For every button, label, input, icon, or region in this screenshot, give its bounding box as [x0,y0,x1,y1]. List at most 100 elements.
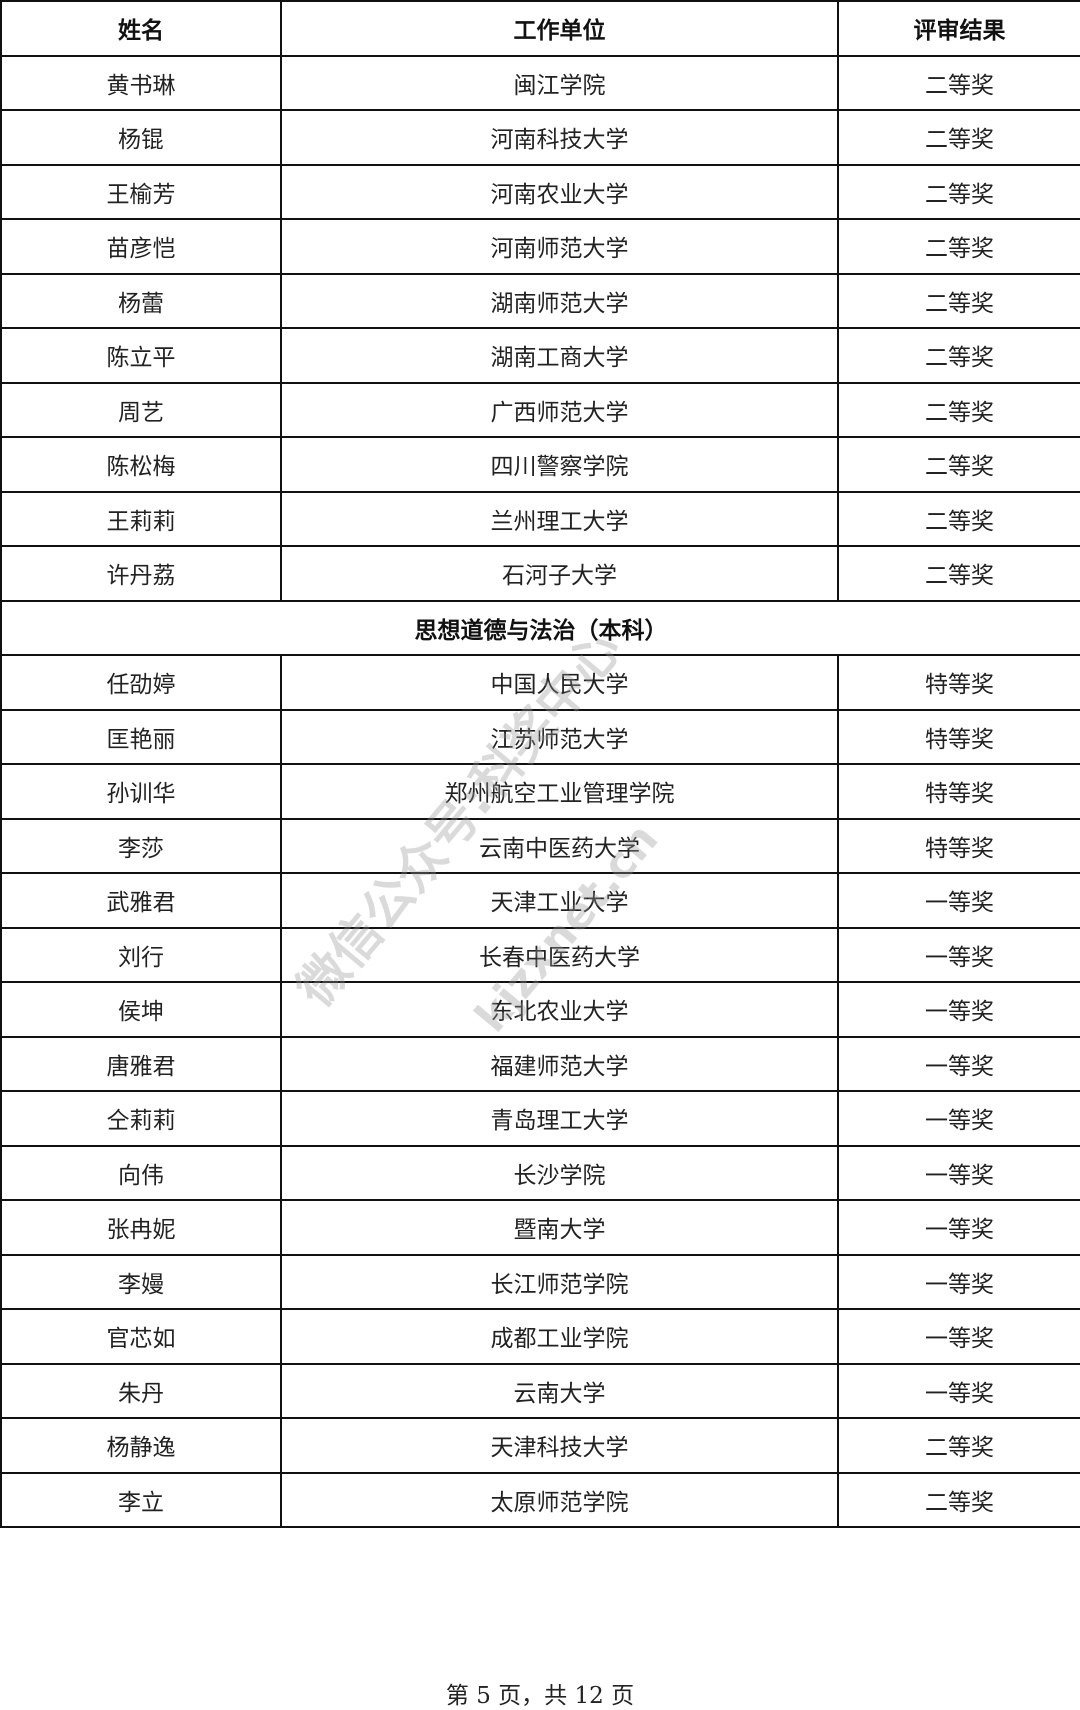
cell-name: 苗彦恺 [0,218,282,275]
cell-name: 李立 [0,1471,282,1528]
cell-unit: 天津科技大学 [280,1417,839,1474]
table-row: 朱丹 云南大学 一等奖 [0,1362,1080,1419]
cell-name: 匡艳丽 [0,708,282,765]
cell-unit: 广西师范大学 [280,381,839,438]
cell-unit: 湖南工商大学 [280,327,839,384]
cell-name: 唐雅君 [0,1035,282,1092]
cell-unit: 福建师范大学 [280,1035,839,1092]
table-row: 李嫚 长江师范学院 一等奖 [0,1253,1080,1310]
cell-unit: 东北农业大学 [280,981,839,1038]
cell-unit: 长沙学院 [280,1144,839,1201]
table-row: 张冉妮 暨南大学 一等奖 [0,1199,1080,1256]
table-row: 杨锟 河南科技大学 二等奖 [0,109,1080,166]
cell-name: 任劭婷 [0,654,282,711]
table-row: 武雅君 天津工业大学 一等奖 [0,872,1080,929]
table-row: 任劭婷 中国人民大学 特等奖 [0,654,1080,711]
cell-unit: 湖南师范大学 [280,272,839,329]
cell-unit: 暨南大学 [280,1199,839,1256]
cell-result: 二等奖 [837,1471,1080,1528]
table-row: 杨蕾 湖南师范大学 二等奖 [0,272,1080,329]
cell-result: 一等奖 [837,926,1080,983]
cell-name: 仝莉莉 [0,1090,282,1147]
cell-name: 王榆芳 [0,163,282,220]
cell-unit: 长春中医药大学 [280,926,839,983]
table-row: 向伟 长沙学院 一等奖 [0,1144,1080,1201]
page-number: 第 5 页，共 12 页 [445,1683,635,1709]
table-row: 刘行 长春中医药大学 一等奖 [0,926,1080,983]
cell-unit: 太原师范学院 [280,1471,839,1528]
table-row: 王榆芳 河南农业大学 二等奖 [0,163,1080,220]
table-row: 仝莉莉 青岛理工大学 一等奖 [0,1090,1080,1147]
cell-result: 一等奖 [837,1199,1080,1256]
cell-name: 王莉莉 [0,490,282,547]
table-row: 陈立平 湖南工商大学 二等奖 [0,327,1080,384]
cell-name: 张冉妮 [0,1199,282,1256]
section-row: 思想道德与法治（本科） [0,599,1080,656]
cell-result: 二等奖 [837,109,1080,166]
cell-unit: 中国人民大学 [280,654,839,711]
cell-result: 二等奖 [837,490,1080,547]
cell-unit: 云南大学 [280,1362,839,1419]
cell-unit: 河南农业大学 [280,163,839,220]
cell-result: 特等奖 [837,654,1080,711]
cell-result: 二等奖 [837,272,1080,329]
cell-result: 二等奖 [837,381,1080,438]
cell-result: 特等奖 [837,763,1080,820]
table-row: 侯坤 东北农业大学 一等奖 [0,981,1080,1038]
section-title: 思想道德与法治（本科） [0,599,1080,656]
cell-unit: 青岛理工大学 [280,1090,839,1147]
cell-name: 杨锟 [0,109,282,166]
cell-result: 一等奖 [837,1253,1080,1310]
cell-unit: 石河子大学 [280,545,839,602]
cell-name: 李嫚 [0,1253,282,1310]
header-unit: 工作单位 [280,0,839,57]
table-row: 周艺 广西师范大学 二等奖 [0,381,1080,438]
header-result: 评审结果 [837,0,1080,57]
cell-result: 二等奖 [837,436,1080,493]
cell-result: 二等奖 [837,327,1080,384]
cell-name: 陈松梅 [0,436,282,493]
cell-name: 杨静逸 [0,1417,282,1474]
cell-unit: 江苏师范大学 [280,708,839,765]
cell-name: 周艺 [0,381,282,438]
cell-result: 特等奖 [837,817,1080,874]
table-row: 孙训华 郑州航空工业管理学院 特等奖 [0,763,1080,820]
cell-result: 一等奖 [837,981,1080,1038]
header-name: 姓名 [0,0,282,57]
cell-name: 侯坤 [0,981,282,1038]
table-row: 许丹荔 石河子大学 二等奖 [0,545,1080,602]
table-row: 黄书琳 闽江学院 二等奖 [0,54,1080,111]
cell-name: 许丹荔 [0,545,282,602]
table-row: 匡艳丽 江苏师范大学 特等奖 [0,708,1080,765]
cell-name: 官芯如 [0,1308,282,1365]
cell-name: 李莎 [0,817,282,874]
table-row: 王莉莉 兰州理工大学 二等奖 [0,490,1080,547]
table-row: 陈松梅 四川警察学院 二等奖 [0,436,1080,493]
cell-name: 黄书琳 [0,54,282,111]
cell-unit: 长江师范学院 [280,1253,839,1310]
cell-result: 一等奖 [837,872,1080,929]
cell-unit: 河南师范大学 [280,218,839,275]
cell-result: 一等奖 [837,1144,1080,1201]
cell-result: 二等奖 [837,54,1080,111]
cell-unit: 兰州理工大学 [280,490,839,547]
cell-result: 一等奖 [837,1362,1080,1419]
cell-result: 二等奖 [837,1417,1080,1474]
cell-result: 一等奖 [837,1308,1080,1365]
cell-result: 二等奖 [837,545,1080,602]
cell-unit: 成都工业学院 [280,1308,839,1365]
table-header-row: 姓名 工作单位 评审结果 [0,0,1080,57]
cell-unit: 云南中医药大学 [280,817,839,874]
cell-name: 孙训华 [0,763,282,820]
table-row: 苗彦恺 河南师范大学 二等奖 [0,218,1080,275]
cell-name: 武雅君 [0,872,282,929]
cell-result: 二等奖 [837,218,1080,275]
table-row: 杨静逸 天津科技大学 二等奖 [0,1417,1080,1474]
cell-unit: 闽江学院 [280,54,839,111]
cell-name: 向伟 [0,1144,282,1201]
table-row: 官芯如 成都工业学院 一等奖 [0,1308,1080,1365]
awards-table: 姓名 工作单位 评审结果 黄书琳 闽江学院 二等奖 杨锟 河南科技大学 二等奖 王榆芳 河南农… [0,0,1080,1528]
cell-unit: 四川警察学院 [280,436,839,493]
cell-name: 陈立平 [0,327,282,384]
cell-unit: 河南科技大学 [280,109,839,166]
